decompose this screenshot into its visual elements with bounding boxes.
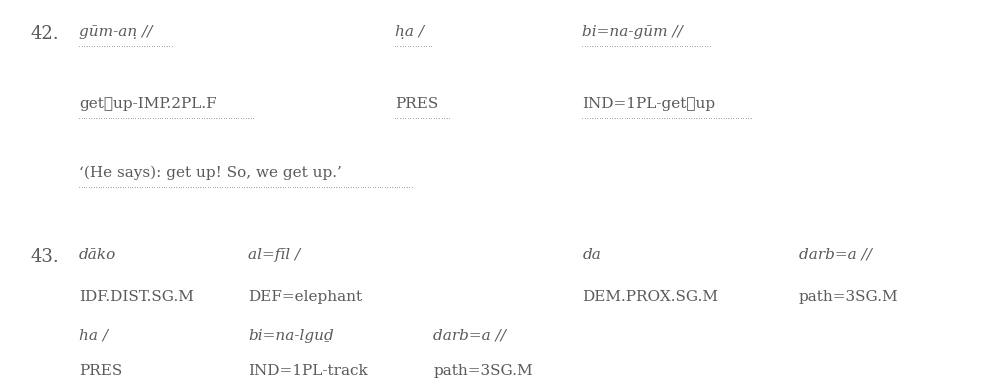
Text: 43.: 43. — [31, 248, 60, 266]
Text: DEF=elephant: DEF=elephant — [248, 290, 362, 304]
Text: darb=a //: darb=a // — [799, 248, 872, 262]
Text: al=fīl /: al=fīl / — [248, 248, 300, 262]
Text: IND=1PL-get͟up: IND=1PL-get͟up — [582, 97, 716, 111]
Text: bi=na-lguḏ: bi=na-lguḏ — [248, 329, 334, 343]
Text: da: da — [582, 248, 601, 262]
Text: dāko: dāko — [80, 248, 116, 262]
Text: path=3SG.M: path=3SG.M — [799, 290, 899, 304]
Text: ḥa /: ḥa / — [395, 25, 424, 39]
Text: 42.: 42. — [31, 25, 60, 43]
Text: darb=a //: darb=a // — [433, 329, 506, 343]
Text: ha /: ha / — [80, 329, 108, 343]
Text: bi=na-gūm //: bi=na-gūm // — [582, 25, 683, 39]
Text: path=3SG.M: path=3SG.M — [433, 364, 533, 378]
Text: get͟up-IMP.2PL.F: get͟up-IMP.2PL.F — [80, 97, 217, 111]
Text: IDF.DIST.SG.M: IDF.DIST.SG.M — [80, 290, 194, 304]
Text: gūm-aṇ //: gūm-aṇ // — [80, 25, 152, 39]
Text: PRES: PRES — [80, 364, 123, 378]
Text: ‘(He says): get up! So, we get up.’: ‘(He says): get up! So, we get up.’ — [80, 166, 342, 180]
Text: PRES: PRES — [395, 97, 438, 111]
Text: IND=1PL-track: IND=1PL-track — [248, 364, 368, 378]
Text: DEM.PROX.SG.M: DEM.PROX.SG.M — [582, 290, 719, 304]
